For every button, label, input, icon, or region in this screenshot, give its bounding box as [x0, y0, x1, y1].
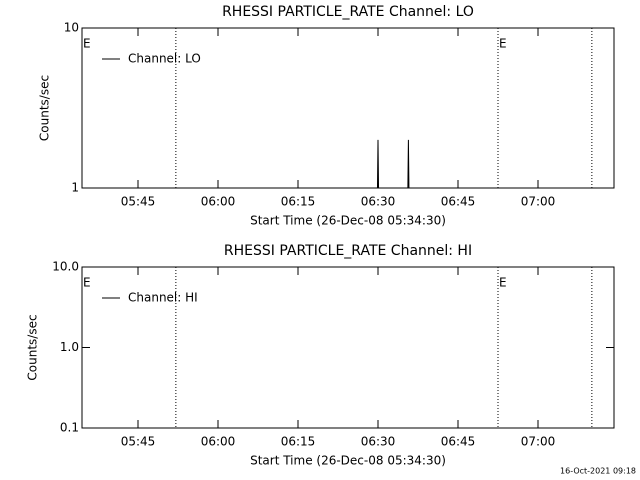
- footer: 16-Oct-2021 09:18: [560, 467, 636, 476]
- x-tick-label: 07:00: [521, 435, 556, 449]
- x-tick-label: 06:00: [201, 195, 236, 209]
- y-tick-label: 0.1: [60, 421, 79, 435]
- x-tick-label: 05:45: [121, 435, 156, 449]
- x-tick-label: 06:45: [441, 195, 476, 209]
- annotation: E: [83, 37, 91, 51]
- y-axis-label: Counts/sec: [26, 314, 40, 380]
- y-tick-label: 1.0: [60, 340, 79, 354]
- x-tick-label: 05:45: [121, 195, 156, 209]
- chart-title: RHESSI PARTICLE_RATE Channel: HI: [224, 243, 472, 259]
- x-axis-label: Start Time (26-Dec-08 05:34:30): [250, 214, 446, 228]
- y-tick-label: 1: [71, 181, 79, 195]
- y-tick-label: 10.0: [52, 260, 79, 274]
- x-tick-label: 06:30: [361, 195, 396, 209]
- chart-title: RHESSI PARTICLE_RATE Channel: LO: [222, 4, 474, 20]
- annotation: E: [499, 37, 507, 51]
- series-line: [82, 139, 614, 189]
- annotation: E: [499, 276, 507, 290]
- y-tick-label: 10: [64, 21, 79, 35]
- legend-label: Channel: HI: [128, 291, 198, 305]
- x-tick-label: 06:45: [441, 435, 476, 449]
- x-axis-label: Start Time (26-Dec-08 05:34:30): [250, 454, 446, 468]
- x-tick-label: 07:00: [521, 195, 556, 209]
- x-tick-label: 06:00: [201, 435, 236, 449]
- legend-label: Channel: LO: [128, 52, 201, 66]
- y-axis-label: Counts/sec: [38, 75, 52, 141]
- x-tick-label: 06:15: [281, 195, 316, 209]
- x-tick-label: 06:15: [281, 435, 316, 449]
- annotation: E: [83, 276, 91, 290]
- x-tick-label: 06:30: [361, 435, 396, 449]
